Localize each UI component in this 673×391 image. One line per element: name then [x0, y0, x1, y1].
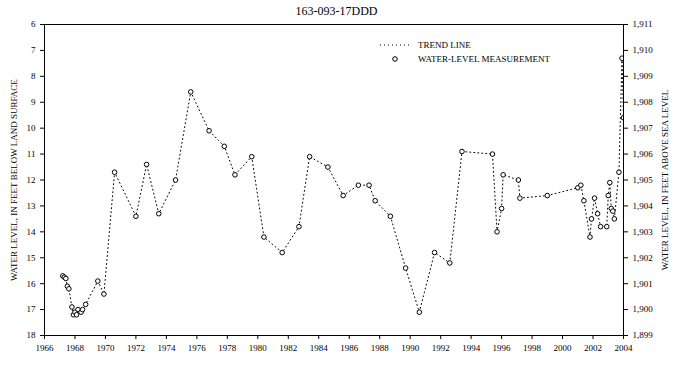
svg-text:1,902: 1,902 — [633, 253, 653, 263]
svg-text:1,903: 1,903 — [633, 227, 654, 237]
svg-text:10: 10 — [27, 123, 37, 133]
svg-text:1,900: 1,900 — [633, 304, 654, 314]
svg-text:1982: 1982 — [279, 343, 297, 353]
svg-text:1978: 1978 — [218, 343, 237, 353]
svg-text:1,899: 1,899 — [633, 330, 654, 340]
svg-text:7: 7 — [31, 45, 36, 55]
svg-text:2000: 2000 — [554, 343, 573, 353]
svg-text:13: 13 — [27, 201, 37, 211]
svg-text:1970: 1970 — [96, 343, 115, 353]
svg-text:9: 9 — [31, 97, 36, 107]
svg-text:1990: 1990 — [401, 343, 420, 353]
svg-text:1,901: 1,901 — [633, 279, 653, 289]
svg-text:12: 12 — [27, 175, 36, 185]
svg-text:1,908: 1,908 — [633, 97, 654, 107]
html-text:WATER-LEVEL MEASUREMENT: WATER-LEVEL MEASUREMENT — [418, 54, 550, 64]
svg-text:18: 18 — [27, 330, 37, 340]
svg-text:1998: 1998 — [523, 343, 542, 353]
html-text:TREND LINE: TREND LINE — [418, 40, 471, 50]
svg-text:1,907: 1,907 — [633, 123, 654, 133]
svg-text:1972: 1972 — [127, 343, 145, 353]
svg-text:14: 14 — [27, 227, 37, 237]
svg-text:1,910: 1,910 — [633, 45, 654, 55]
svg-text:1994: 1994 — [462, 343, 481, 353]
svg-text:1,905: 1,905 — [633, 175, 654, 185]
svg-text:1,909: 1,909 — [633, 71, 654, 81]
svg-text:1966: 1966 — [36, 343, 55, 353]
svg-text:11: 11 — [27, 149, 36, 159]
svg-text:15: 15 — [27, 253, 37, 263]
html-text:163-093-17DDD: 163-093-17DDD — [295, 4, 378, 18]
svg-text:2002: 2002 — [584, 343, 602, 353]
svg-text:1976: 1976 — [188, 343, 207, 353]
svg-text:17: 17 — [27, 304, 37, 314]
svg-text:16: 16 — [27, 279, 37, 289]
svg-text:WATER LEVEL, IN FEET ABOVE SEA: WATER LEVEL, IN FEET ABOVE SEA LEVEL — [660, 90, 670, 271]
svg-text:1968: 1968 — [66, 343, 85, 353]
svg-text:2004: 2004 — [615, 343, 634, 353]
svg-text:1,906: 1,906 — [633, 149, 654, 159]
svg-text:1986: 1986 — [340, 343, 359, 353]
svg-text:1974: 1974 — [157, 343, 176, 353]
svg-text:WATER LEVEL, IN FEET BELOW LAN: WATER LEVEL, IN FEET BELOW LAND SURFACE — [9, 79, 19, 281]
svg-text:8: 8 — [31, 71, 36, 81]
svg-text:1996: 1996 — [493, 343, 512, 353]
svg-text:1992: 1992 — [432, 343, 450, 353]
svg-text:1980: 1980 — [249, 343, 268, 353]
svg-text:6: 6 — [31, 20, 36, 29]
svg-text:1,904: 1,904 — [633, 201, 654, 211]
svg-text:1984: 1984 — [310, 343, 329, 353]
svg-text:1988: 1988 — [371, 343, 390, 353]
svg-text:1,911: 1,911 — [633, 20, 653, 29]
